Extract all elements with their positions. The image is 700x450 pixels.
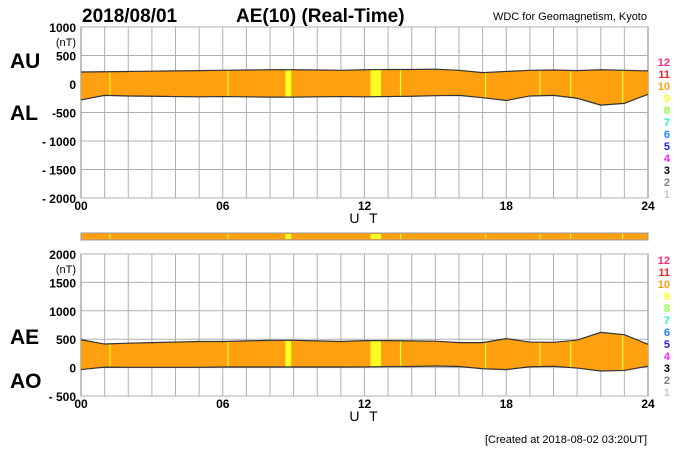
legend-station-count: 1	[664, 189, 670, 201]
legend-station-count: 8	[664, 105, 670, 117]
nine-station-segment	[399, 69, 402, 106]
nine-station-segment	[399, 332, 402, 372]
station-count-bar-segment	[285, 234, 292, 239]
nine-station-segment	[539, 69, 541, 106]
station-count-bar-segment	[227, 234, 229, 239]
x-axis-label: U T	[349, 408, 380, 424]
upper-series-label: AE	[10, 326, 39, 349]
legend-station-count: 2	[664, 375, 670, 387]
x-tick-label: 00	[74, 199, 88, 213]
series-line-ae	[80, 331, 649, 345]
legend-station-count: 4	[664, 351, 671, 363]
nine-station-segment	[570, 332, 572, 372]
station-count-bar-segment	[622, 234, 624, 239]
nine-station-segment	[370, 69, 382, 106]
x-tick-label: 18	[500, 199, 514, 213]
upper-series-label: AU	[10, 50, 40, 73]
y-axis-unit: (nT)	[56, 264, 76, 276]
chart-title: AE(10) (Real-Time)	[236, 6, 405, 27]
station-count-bar-segment	[109, 234, 111, 239]
legend-station-count: 11	[658, 69, 670, 81]
x-tick-label: 24	[641, 397, 655, 411]
legend-station-count: 5	[664, 339, 670, 351]
x-tick-label: 12	[358, 199, 372, 213]
y-axis-unit: (nT)	[56, 37, 76, 49]
x-tick-label: 18	[500, 397, 514, 411]
y-tick-label: 0	[69, 362, 76, 376]
lower-series-label: AO	[10, 370, 42, 393]
nine-station-segment	[484, 332, 487, 372]
y-tick-label: 1000	[49, 21, 76, 35]
y-tick-label: - 1500	[42, 164, 76, 178]
nine-station-segment	[539, 332, 541, 372]
nine-station-segment	[285, 332, 292, 372]
legend-station-count: 2	[664, 177, 670, 189]
legend-station-count: 10	[658, 81, 670, 93]
series-line-au	[80, 68, 649, 74]
lower-series-label: AL	[10, 102, 38, 125]
y-tick-label: - 2000	[42, 192, 76, 206]
nine-station-segment	[570, 69, 572, 106]
nine-station-segment	[109, 332, 111, 372]
station-count-bar-segment	[399, 234, 402, 239]
legend-station-count: 12	[658, 255, 670, 267]
y-tick-label: 500	[56, 50, 76, 64]
legend-station-count: 5	[664, 141, 670, 153]
y-tick-label: 1000	[49, 305, 76, 319]
nine-station-segment	[109, 69, 111, 106]
x-tick-label: 06	[216, 397, 230, 411]
legend-station-count: 8	[664, 303, 670, 315]
legend-station-count: 7	[664, 315, 670, 327]
nine-station-segment	[370, 332, 382, 372]
station-count-bar-segment	[370, 234, 382, 239]
station-count-bar-segment	[539, 234, 541, 239]
station-count-bar	[80, 232, 649, 241]
series-line-al	[80, 93, 649, 106]
legend-station-count: 6	[664, 327, 670, 339]
nine-station-segment	[227, 332, 229, 372]
station-count-bar-segment	[570, 234, 572, 239]
legend-station-count: 10	[658, 279, 670, 291]
legend-station-count: 9	[664, 93, 670, 105]
nine-station-segment	[484, 69, 487, 106]
y-tick-label: - 500	[49, 390, 77, 404]
y-tick-label: 2000	[49, 248, 76, 262]
nine-station-segment	[622, 69, 624, 106]
x-tick-label: 06	[216, 199, 230, 213]
x-axis-label: U T	[349, 210, 380, 226]
legend-station-count: 11	[658, 267, 670, 279]
nine-station-segment	[227, 69, 229, 106]
date-title: 2018/08/01	[82, 6, 178, 27]
legend-station-count: 12	[658, 57, 670, 69]
y-tick-label: 500	[56, 333, 76, 347]
legend-station-count: 4	[664, 153, 671, 165]
nine-station-segment	[285, 69, 292, 106]
legend-station-count: 1	[664, 387, 670, 399]
legend-station-count: 3	[664, 165, 670, 177]
series-line-ao	[80, 365, 649, 372]
station-count-bar-segment	[484, 234, 487, 239]
y-tick-label: 1500	[49, 276, 76, 290]
y-tick-label: -500	[52, 107, 76, 121]
created-label: [Created at 2018-08-02 03:20UT]	[485, 434, 647, 446]
y-tick-label: - 1000	[42, 135, 76, 149]
legend-station-count: 7	[664, 117, 670, 129]
legend-station-count: 6	[664, 129, 670, 141]
source-label: WDC for Geomagnetism, Kyoto	[493, 11, 647, 23]
y-tick-label: 0	[69, 78, 76, 92]
x-tick-label: 12	[358, 397, 372, 411]
x-tick-label: 24	[641, 199, 655, 213]
legend-station-count: 9	[664, 291, 670, 303]
nine-station-segment	[622, 332, 624, 372]
x-tick-label: 00	[74, 397, 88, 411]
legend-station-count: 3	[664, 363, 670, 375]
